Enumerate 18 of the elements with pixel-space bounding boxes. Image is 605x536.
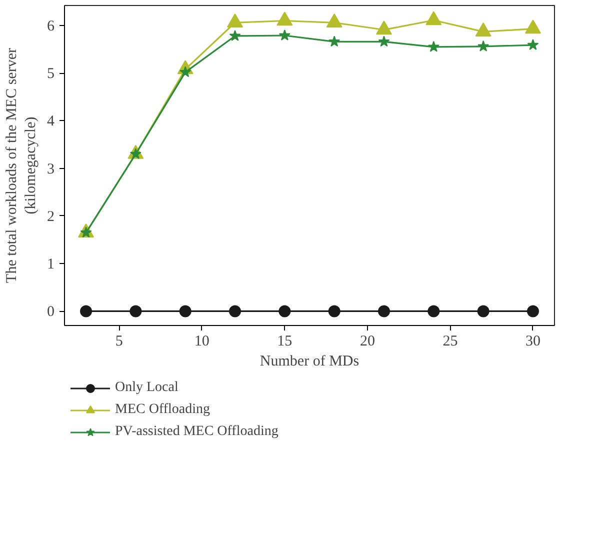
- x-axis-title: Number of MDs: [260, 354, 360, 370]
- legend-label: PV-assisted MEC Offloading: [115, 424, 278, 440]
- x-tick-label: 15: [277, 334, 292, 350]
- y-tick-label: 4: [47, 114, 55, 130]
- x-tick-label: 5: [115, 334, 123, 350]
- y-tick-label: 2: [47, 208, 54, 225]
- legend-label: Only Local: [115, 380, 178, 396]
- y-tick-label: 0: [47, 304, 54, 320]
- y-tick-label: 6: [47, 18, 55, 34]
- y-tick-label: 5: [47, 66, 54, 82]
- y-axis-title: The total workloads of the MEC server (kilomegacycle): [4, 48, 39, 283]
- x-tick-label: 25: [442, 334, 458, 350]
- x-tick-label: 30: [525, 334, 540, 350]
- y-tick-label: 1: [47, 256, 54, 273]
- legend-label: MEC Offloading: [115, 402, 210, 418]
- y-tick-label: 3: [47, 161, 54, 178]
- x-tick-label: 20: [360, 334, 375, 350]
- x-tick-label: 10: [194, 334, 210, 350]
